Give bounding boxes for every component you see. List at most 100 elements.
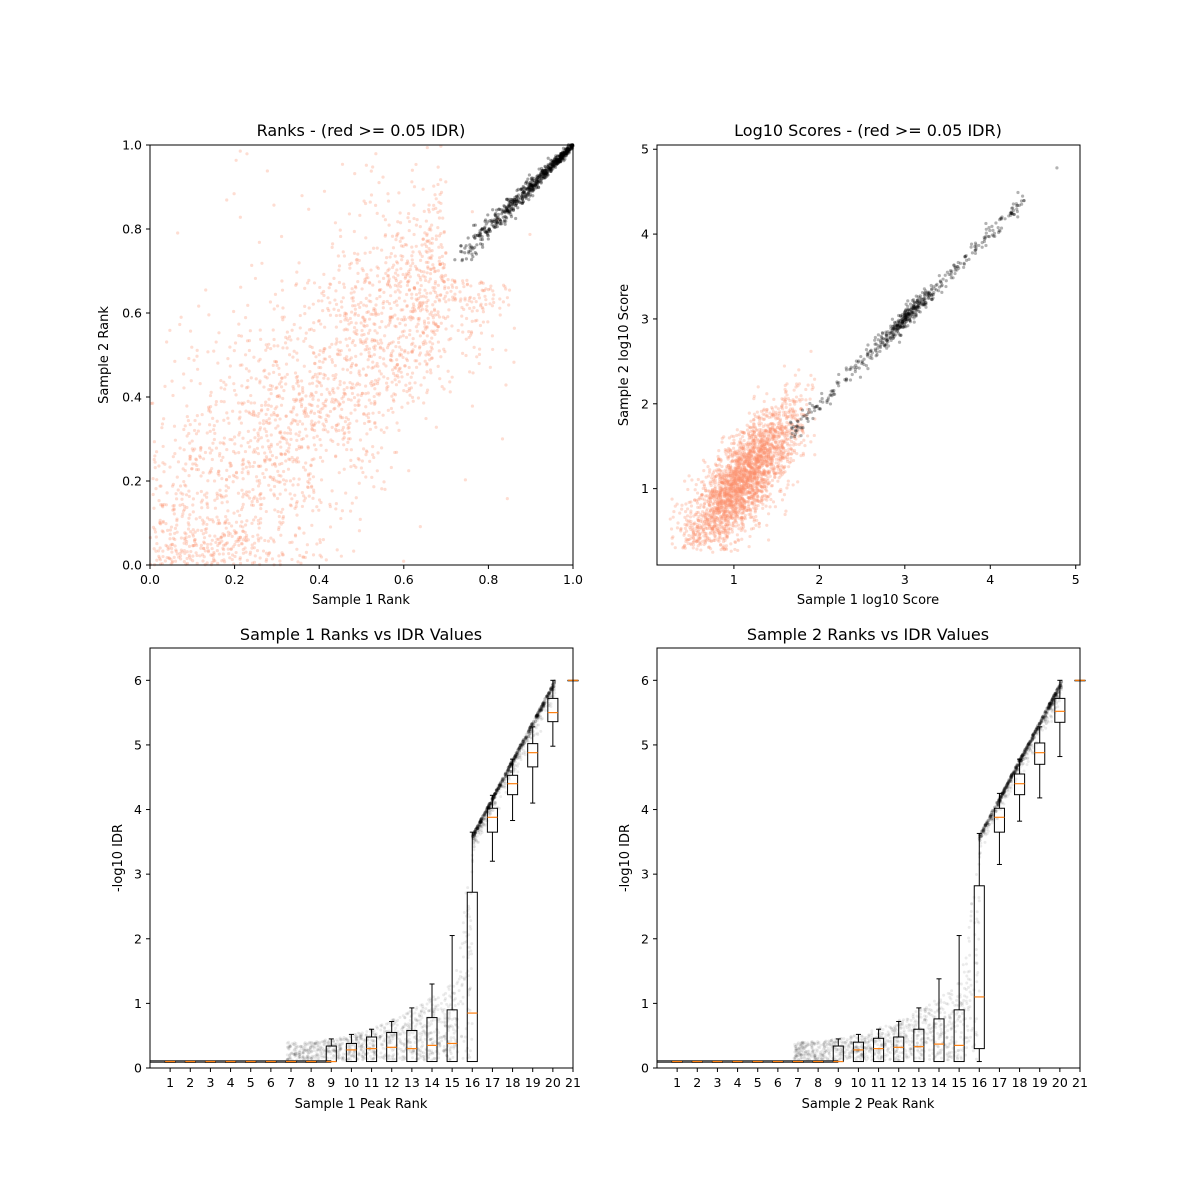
red-point xyxy=(396,284,400,288)
black-point xyxy=(528,193,533,197)
black-point xyxy=(543,165,548,169)
red-point xyxy=(414,325,419,329)
black-point xyxy=(566,146,570,150)
red-point xyxy=(208,423,212,427)
red-point xyxy=(250,412,254,417)
red-point xyxy=(708,468,712,472)
red-point xyxy=(465,303,469,307)
red-point xyxy=(181,509,186,513)
red-point xyxy=(192,428,197,433)
black-point xyxy=(543,168,547,172)
red-point xyxy=(247,445,252,449)
red-point xyxy=(369,401,373,405)
red-point xyxy=(199,448,203,452)
red-point xyxy=(747,545,751,549)
red-point xyxy=(343,392,348,396)
red-point xyxy=(477,361,481,366)
red-point xyxy=(233,451,237,455)
red-point xyxy=(385,346,390,350)
red-point xyxy=(410,350,414,354)
red-point xyxy=(356,381,360,385)
red-point xyxy=(405,358,410,363)
red-point xyxy=(202,546,206,551)
red-point xyxy=(268,300,273,304)
red-point xyxy=(704,475,708,479)
red-point xyxy=(307,494,311,498)
red-point xyxy=(337,471,341,475)
red-point xyxy=(271,538,275,542)
red-point xyxy=(318,553,322,557)
red-point xyxy=(279,453,284,457)
red-point xyxy=(283,488,288,492)
red-point xyxy=(350,501,354,505)
red-point xyxy=(271,477,275,482)
red-point xyxy=(238,535,242,539)
red-point xyxy=(399,236,403,240)
black-point xyxy=(569,146,573,150)
red-point xyxy=(272,413,277,417)
red-point xyxy=(280,288,285,292)
red-point xyxy=(289,422,293,426)
red-point xyxy=(295,500,299,504)
red-point xyxy=(363,201,368,206)
red-point xyxy=(328,392,332,396)
red-point xyxy=(219,399,223,404)
black-point xyxy=(521,201,525,205)
red-point xyxy=(375,469,379,473)
black-point xyxy=(483,229,487,233)
red-point xyxy=(364,384,368,388)
red-point xyxy=(410,245,414,249)
black-point xyxy=(495,220,499,224)
black-point xyxy=(559,156,563,161)
red-point xyxy=(392,263,396,267)
red-point xyxy=(813,453,817,457)
red-point xyxy=(436,165,440,169)
red-point xyxy=(407,271,411,276)
red-point xyxy=(269,413,274,417)
red-point xyxy=(263,375,267,379)
red-point xyxy=(429,310,434,314)
red-point xyxy=(766,452,771,456)
red-point xyxy=(223,560,227,564)
red-point xyxy=(435,293,439,298)
red-point xyxy=(438,377,442,381)
red-point xyxy=(201,457,206,461)
black-point xyxy=(558,160,562,164)
red-point xyxy=(334,455,338,459)
red-point xyxy=(430,347,434,351)
red-point xyxy=(376,451,380,455)
red-point xyxy=(346,426,350,430)
black-point xyxy=(554,159,558,163)
red-point xyxy=(338,340,342,344)
red-point xyxy=(325,413,329,417)
black-point xyxy=(544,173,548,177)
black-point xyxy=(486,237,490,241)
red-point xyxy=(275,414,279,418)
red-point xyxy=(386,269,390,273)
red-point xyxy=(342,387,346,392)
red-point xyxy=(167,556,171,560)
red-point xyxy=(303,414,307,419)
black-point xyxy=(521,200,525,204)
red-point xyxy=(323,357,328,361)
red-point xyxy=(328,355,332,359)
red-point xyxy=(200,518,205,522)
red-point xyxy=(346,437,351,441)
red-point xyxy=(309,391,313,396)
red-point xyxy=(784,402,788,406)
black-point xyxy=(536,175,540,180)
red-point xyxy=(209,390,213,394)
red-point xyxy=(256,431,260,435)
red-point xyxy=(239,421,243,425)
red-point xyxy=(377,377,381,381)
red-point xyxy=(425,388,430,392)
red-point xyxy=(375,211,379,215)
red-point xyxy=(429,228,433,232)
red-point xyxy=(472,296,476,301)
red-point xyxy=(360,391,365,395)
red-point xyxy=(334,342,338,346)
red-point xyxy=(190,345,194,349)
red-point xyxy=(379,428,383,432)
red-point xyxy=(258,379,262,383)
red-point xyxy=(237,543,241,547)
